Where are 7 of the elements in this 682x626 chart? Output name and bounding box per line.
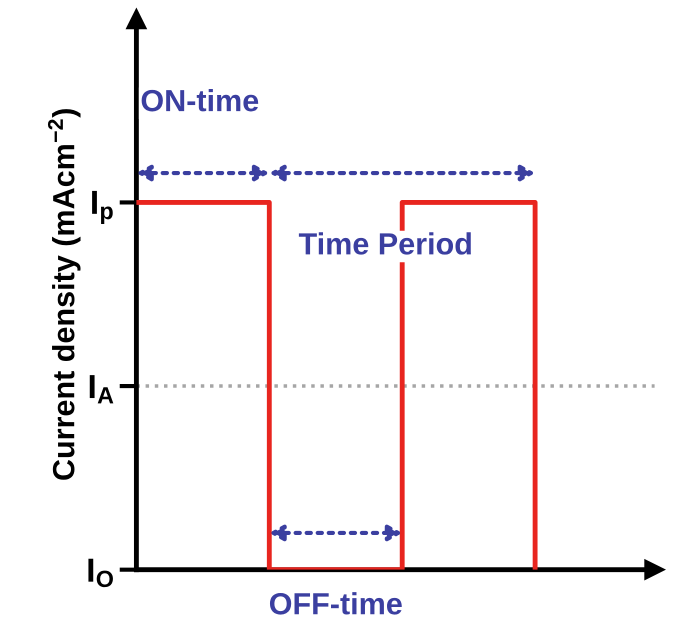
annotation: Time Period — [298, 232, 471, 255]
y-axis-title: Current density (mAcm$^{−2}$) — [48, 109, 81, 480]
text: I$_{p}$ — [92, 190, 113, 224]
text: OFF-time — [270, 592, 402, 615]
text: I$_{A}$ — [90, 375, 114, 404]
text: ON-time — [142, 89, 258, 112]
text: I$_{O}$ — [88, 558, 113, 588]
